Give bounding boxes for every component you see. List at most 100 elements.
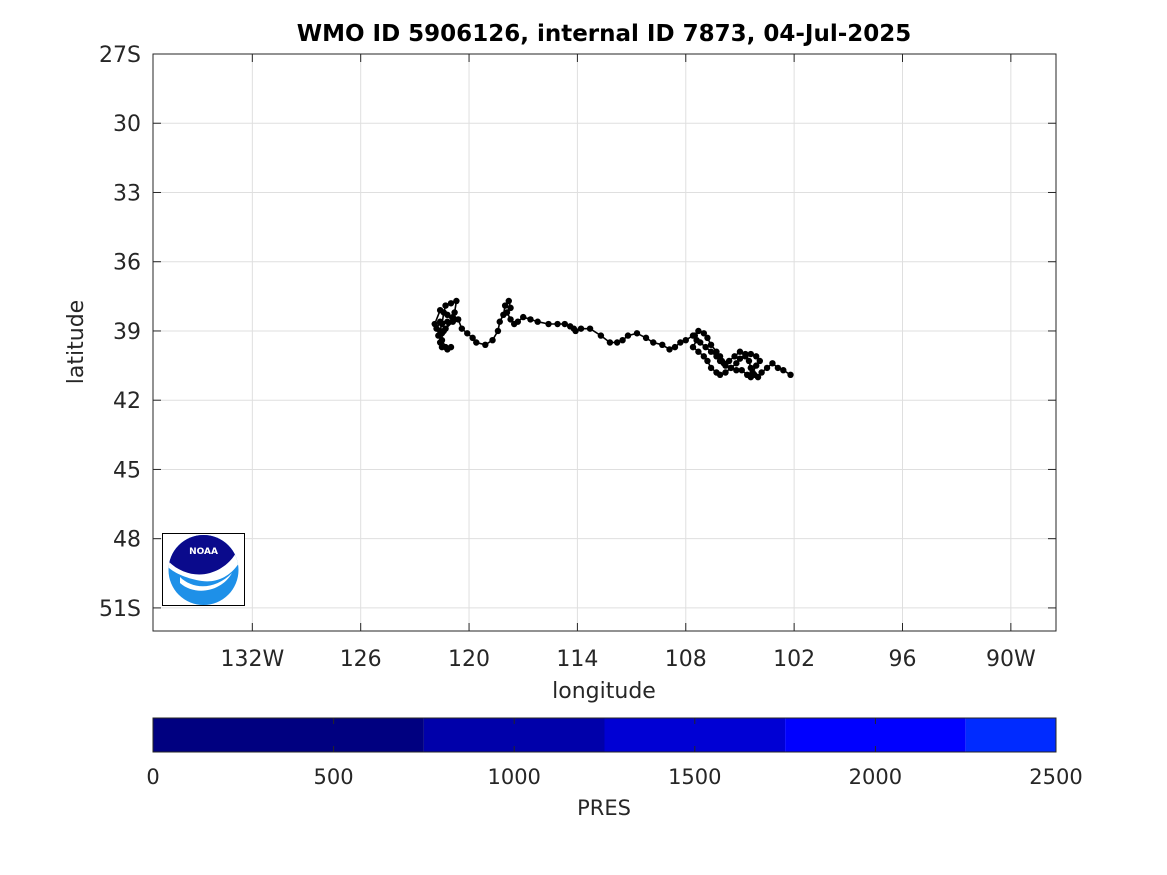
trajectory-point [503, 309, 511, 316]
trajectory-point [449, 313, 456, 321]
trajectory-point [787, 371, 794, 379]
trajectory-point [725, 357, 733, 365]
trajectory-point [458, 325, 466, 332]
trajectory-points [431, 297, 794, 381]
trajectory-point [774, 364, 782, 372]
trajectory-point [572, 327, 579, 335]
trajectory-point [769, 360, 776, 367]
x-tick-label: 102 [773, 647, 815, 672]
x-tick-label: 120 [448, 647, 490, 672]
trajectory-point [736, 355, 744, 362]
trajectory-point [733, 366, 740, 374]
colorbar-band [153, 718, 424, 752]
trajectory-point [707, 341, 715, 349]
trajectory-point [691, 332, 698, 339]
trajectory-point [747, 364, 754, 372]
trajectory-point [440, 327, 447, 335]
trajectory-point [436, 318, 444, 325]
trajectory-point [702, 343, 709, 351]
trajectory-point [455, 316, 462, 323]
trajectory-point [444, 311, 451, 319]
colorbar-tick-label: 2500 [1029, 765, 1082, 789]
y-tick-label: 33 [113, 181, 141, 206]
trajectory-point [677, 339, 684, 346]
x-axis-label: longitude [552, 679, 656, 704]
trajectory-point [689, 343, 697, 351]
trajectory-point [469, 334, 476, 342]
trajectory-point [633, 330, 641, 337]
trajectory-point [561, 320, 568, 328]
noaa-logo-text: NOAA [189, 547, 218, 557]
trajectory-point [682, 336, 689, 344]
trajectory-point [613, 339, 621, 346]
trajectory-point [606, 339, 614, 346]
chart-title: WMO ID 5906126, internal ID 7873, 04-Jul… [297, 21, 912, 47]
y-axis-label: latitude [64, 300, 89, 384]
trajectory-point [505, 297, 512, 305]
trajectory-point [780, 366, 787, 374]
plot-frame [152, 53, 1057, 632]
trajectory-point [713, 348, 720, 355]
trajectory-point [453, 297, 460, 305]
trajectory-point [704, 334, 711, 342]
colorbar-tick-label: 1000 [487, 765, 540, 789]
trajectory-point [713, 353, 720, 360]
trajectory-point [442, 302, 449, 309]
trajectory-point [671, 343, 679, 351]
trajectory-point [494, 327, 502, 335]
trajectory-point [700, 353, 708, 360]
trajectory-point [577, 325, 585, 332]
trajectory-point [444, 346, 451, 353]
y-tick-label: 42 [113, 389, 141, 414]
trajectory-point [707, 348, 715, 355]
trajectory-point [619, 336, 626, 344]
y-tick-label: 51S [99, 597, 141, 622]
trajectory-point [700, 330, 708, 337]
trajectory-point [736, 348, 744, 355]
y-tick-label: 48 [113, 528, 141, 553]
trajectory-point [659, 341, 666, 349]
x-tick-label: 96 [888, 647, 916, 672]
colorbar-bands [153, 718, 1056, 752]
trajectory-point [753, 362, 760, 369]
trajectory-point [507, 304, 514, 312]
trajectory-point [436, 339, 444, 346]
trajectory-point [514, 318, 522, 325]
trajectory-point [733, 360, 740, 367]
y-tick-label: 36 [113, 251, 141, 276]
trajectory-point [727, 364, 735, 372]
x-tick-label: 132W [220, 647, 284, 672]
colorbar-frame [152, 717, 1057, 753]
trajectory-point [545, 320, 552, 328]
trajectory-point [742, 353, 749, 360]
trajectory-point [695, 348, 702, 355]
trajectory-point [650, 339, 657, 346]
trajectory-point [747, 350, 754, 358]
trajectory-point [496, 318, 503, 325]
trajectory-point [597, 332, 605, 339]
colorbar-tick-label: 500 [314, 765, 354, 789]
trajectory-point [464, 330, 471, 337]
trajectory-point [716, 371, 724, 379]
trajectory-point [624, 332, 632, 339]
trajectory-point [527, 316, 534, 323]
trajectory-point [520, 313, 527, 321]
trajectory-point [745, 357, 753, 365]
colorbar-ticks: 0 500 1000 1500 2000 2500 [146, 718, 1083, 789]
trajectory-point [534, 318, 541, 325]
trajectory-point [436, 306, 444, 314]
trajectory-point [447, 300, 455, 307]
plot-area [153, 54, 1056, 631]
trajectory-point [763, 364, 771, 372]
trajectory-point [738, 366, 745, 374]
noaa-logo-icon: NOAA [162, 533, 245, 606]
trajectory-point [697, 339, 704, 346]
trajectory-point [473, 339, 480, 346]
trajectory-point [554, 320, 561, 328]
trajectory-point [482, 341, 489, 349]
grid-lines [153, 53, 1056, 631]
trajectory-point [753, 353, 760, 360]
trajectory-point [707, 364, 715, 372]
trajectory-point [756, 357, 764, 365]
